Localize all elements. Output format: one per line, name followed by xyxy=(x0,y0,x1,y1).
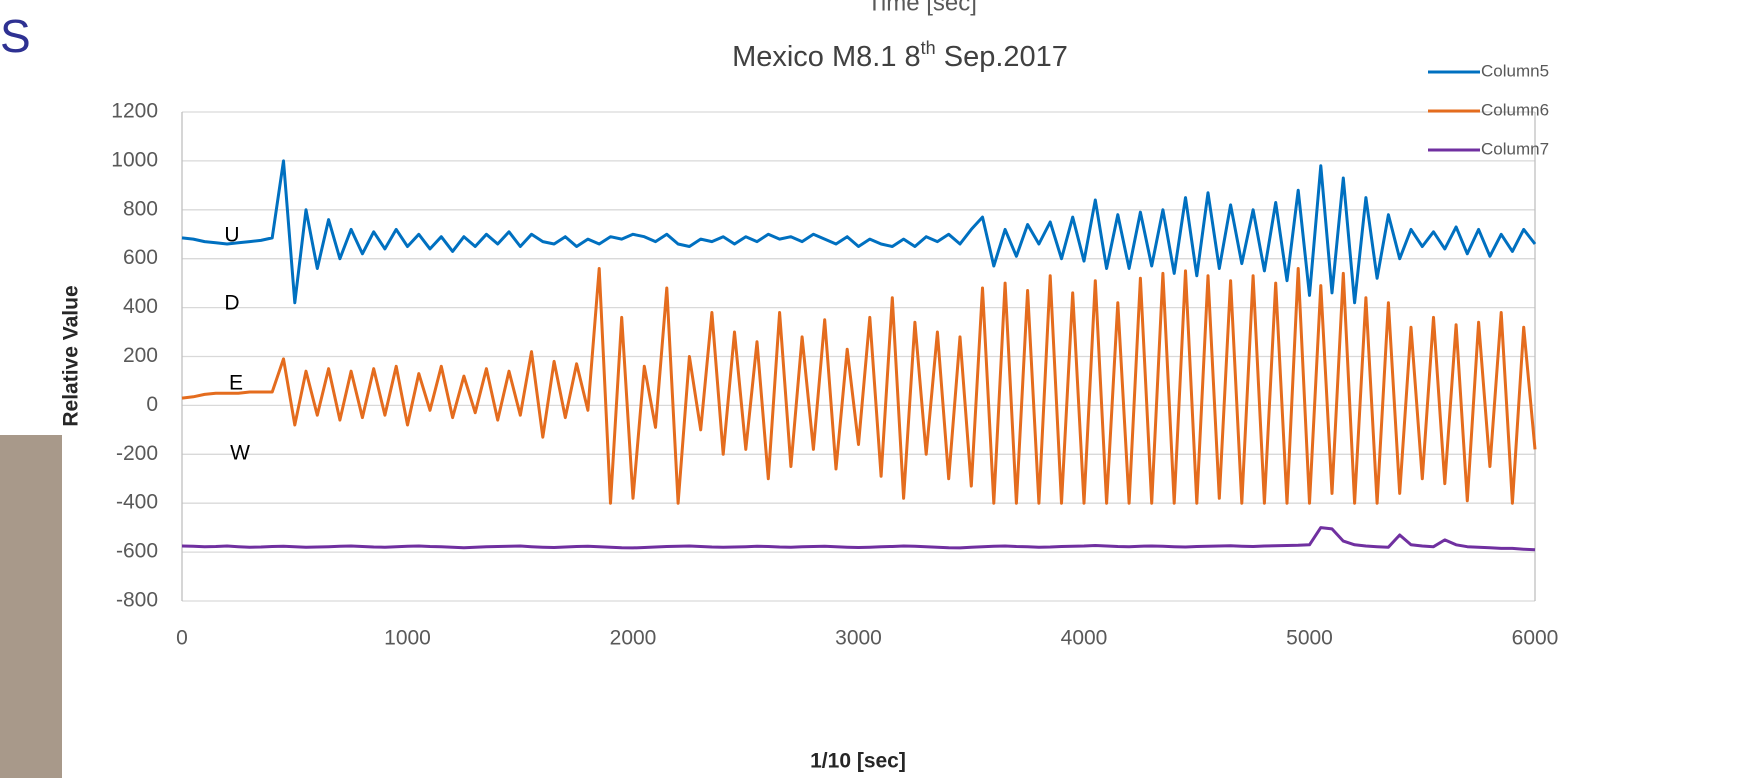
title-part: Mexico M8.1 8 xyxy=(732,41,921,73)
x-tick-label: 1000 xyxy=(384,627,431,650)
y-tick-label: 1200 xyxy=(111,100,158,123)
annotation: E xyxy=(229,372,243,395)
y-tick-label: 400 xyxy=(123,295,158,318)
y-tick-label: -200 xyxy=(116,442,158,465)
y-tick-label: -800 xyxy=(116,589,158,612)
header-fragment: Time [sec] xyxy=(867,0,977,16)
side-decoration xyxy=(0,435,62,778)
y-tick-label: 1000 xyxy=(111,148,158,171)
annotation: D xyxy=(224,292,239,315)
y-axis-label: Relative Value xyxy=(60,285,83,426)
y-tick-label: 600 xyxy=(123,246,158,269)
legend-label: Column7 xyxy=(1481,139,1549,158)
y-tick-label: 0 xyxy=(146,393,158,416)
y-tick-label: 800 xyxy=(123,197,158,220)
x-axis-label: 1/10 [sec] xyxy=(810,750,906,773)
title-part: th xyxy=(921,38,936,58)
y-tick-label: 200 xyxy=(123,344,158,367)
legend-label: Column6 xyxy=(1481,100,1549,119)
x-tick-label: 5000 xyxy=(1286,627,1333,650)
x-tick-label: 6000 xyxy=(1512,627,1559,650)
y-tick-label: -400 xyxy=(116,491,158,514)
chart-title: Mexico M8.1 8th Sep.2017 xyxy=(732,38,1068,73)
x-tick-label: 2000 xyxy=(610,627,657,650)
x-tick-label: 4000 xyxy=(1061,627,1108,650)
data-line xyxy=(181,267,1537,505)
annotation: U xyxy=(224,224,239,247)
data-line xyxy=(181,159,1537,305)
x-tick-label: 0 xyxy=(176,627,188,650)
annotation: W xyxy=(230,442,250,465)
side-letter: S xyxy=(0,10,31,62)
legend-label: Column5 xyxy=(1481,61,1549,80)
x-tick-label: 3000 xyxy=(835,627,882,650)
title-part: Sep.2017 xyxy=(936,41,1068,73)
data-line xyxy=(181,526,1536,552)
y-tick-label: -600 xyxy=(116,540,158,563)
